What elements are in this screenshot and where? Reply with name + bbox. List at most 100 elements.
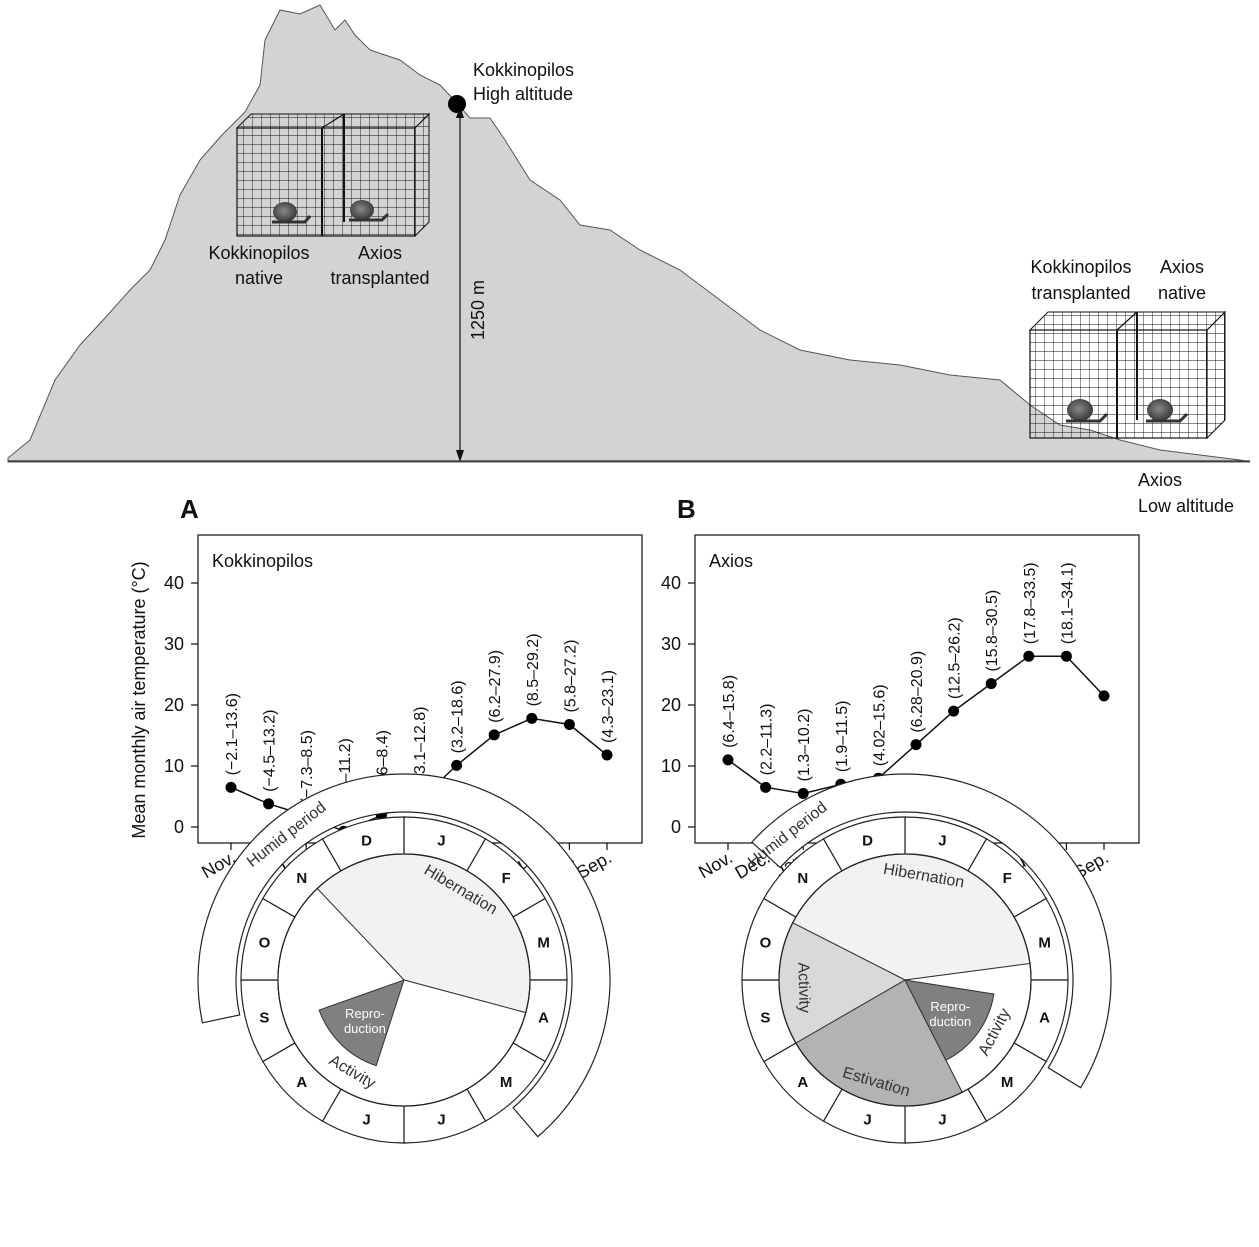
data-point: [488, 729, 500, 741]
range-label: (1.3–10.2): [796, 709, 813, 782]
low-site-altitude: Low altitude: [1138, 496, 1234, 516]
range-label: (−4.5–13.2): [262, 710, 279, 792]
data-point: [797, 787, 809, 799]
data-point: [948, 705, 960, 717]
data-point: [1060, 650, 1072, 662]
high-cage-1-line2: native: [235, 268, 283, 288]
snail-icon: [1067, 399, 1093, 421]
high-cage-1-line1: Kokkinopilos: [208, 243, 309, 263]
range-label: (2.2–11.3): [759, 704, 776, 776]
y-tick-label: 10: [661, 756, 681, 776]
month-label: J: [938, 832, 946, 849]
snail-icon: [273, 202, 297, 222]
plot-title-b: Axios: [709, 551, 753, 571]
high-cage-2-line2: transplanted: [330, 268, 429, 288]
reproduction-sector: [318, 979, 405, 1067]
y-tick-label: 0: [671, 817, 681, 837]
month-label: A: [538, 1009, 549, 1026]
month-label: F: [1003, 870, 1012, 887]
y-tick-label: 40: [164, 573, 184, 593]
panel-label-a: A: [180, 494, 199, 524]
low-cage-1-line1: Kokkinopilos: [1030, 257, 1131, 277]
high-cage-2-line1: Axios: [358, 243, 402, 263]
month-label: A: [296, 1074, 307, 1091]
data-point: [760, 781, 772, 793]
month-label: J: [437, 832, 445, 849]
snail-icon: [350, 200, 374, 220]
month-label: M: [537, 935, 550, 952]
range-label: (15.8–30.5): [984, 590, 1001, 672]
x-tick-label: Nov.: [695, 847, 736, 882]
month-label: S: [760, 1009, 770, 1026]
month-label: J: [938, 1112, 946, 1129]
panel-label-b: B: [677, 494, 696, 524]
range-label: (17.8–33.5): [1022, 562, 1039, 644]
inner-circle: [277, 853, 531, 1107]
month-label: D: [361, 832, 372, 849]
range-label: (−7.3–8.5): [299, 730, 316, 803]
high-site-marker: [448, 95, 466, 113]
cycle-diagram-b: Humid period JFMAMJJASONDHibernationActiv…: [741, 773, 1112, 1144]
low-cage-1-line2: transplanted: [1031, 283, 1130, 303]
month-label: A: [797, 1074, 808, 1091]
range-label: (12.5–26.2): [947, 617, 964, 699]
high-site-altitude: High altitude: [473, 84, 573, 104]
range-label: (6.28–20.9): [909, 651, 926, 733]
plot-title-a: Kokkinopilos: [212, 551, 313, 571]
range-label: (5.8–27.2): [562, 640, 579, 713]
month-label: F: [502, 870, 511, 887]
humid-period-ring: [751, 773, 1112, 1089]
month-label: D: [862, 832, 873, 849]
data-point: [263, 798, 275, 810]
y-axis-label: Mean monthly air temperature (°C): [129, 561, 149, 838]
y-tick-label: 30: [164, 634, 184, 654]
reproduction-label: duction: [929, 1014, 971, 1029]
month-label: O: [259, 935, 271, 952]
month-label: J: [362, 1112, 370, 1129]
month-label: J: [863, 1112, 871, 1129]
y-tick-label: 30: [661, 634, 681, 654]
range-label: (−2.1–13.6): [224, 693, 241, 775]
data-point: [985, 678, 997, 690]
month-label: J: [437, 1112, 445, 1129]
range-label: (18.1–34.1): [1059, 562, 1076, 644]
month-label: N: [797, 870, 808, 887]
data-point: [601, 749, 613, 761]
snail-icon: [1147, 399, 1173, 421]
high-cage-group: [235, 112, 431, 238]
y-tick-label: 40: [661, 573, 681, 593]
range-label: (4.02–15.6): [871, 684, 888, 766]
data-point: [451, 759, 463, 771]
month-label: M: [1001, 1074, 1014, 1091]
range-label: (4.3–23.1): [600, 670, 617, 743]
data-point: [225, 781, 237, 793]
low-cage-2-line2: native: [1158, 283, 1206, 303]
data-point: [910, 739, 922, 751]
range-label: (1.9–11.5): [834, 701, 851, 773]
month-label: A: [1039, 1009, 1050, 1026]
cycle-diagram-a: Humid period JFMAMJJASONDHibernationActiv…: [197, 773, 611, 1144]
reproduction-sector: [904, 979, 995, 1061]
high-site-name: Kokkinopilos: [473, 60, 574, 80]
month-label: S: [259, 1009, 269, 1026]
y-tick-label: 10: [164, 756, 184, 776]
data-point: [722, 754, 734, 766]
range-label: (6.2–27.9): [487, 650, 504, 723]
phase-label: Activity: [794, 962, 812, 1013]
data-point: [1023, 650, 1035, 662]
month-label: M: [1038, 935, 1051, 952]
month-label: O: [760, 935, 772, 952]
range-label: (−3.1–12.8): [412, 706, 429, 788]
inner-circle: [778, 853, 1032, 1107]
month-label: N: [296, 870, 307, 887]
data-point: [526, 712, 538, 724]
humid-period-ring: [197, 773, 611, 1138]
data-point: [563, 719, 575, 731]
reproduction-label: Repro-: [930, 999, 970, 1014]
low-cage-group: [1028, 310, 1227, 440]
range-label: (3.2–18.6): [450, 680, 467, 753]
range-label: (6.4–15.8): [721, 675, 738, 748]
y-tick-label: 0: [174, 817, 184, 837]
range-label: (8.5–29.2): [525, 633, 542, 706]
